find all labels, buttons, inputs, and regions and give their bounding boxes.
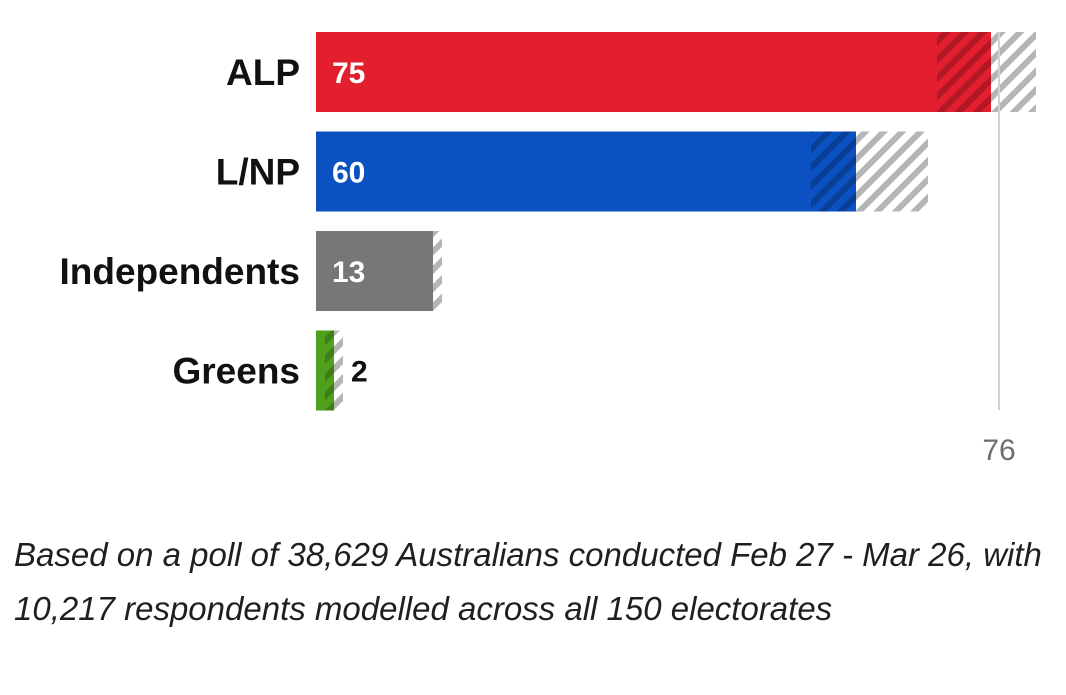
bar-row-l-np: L/NP 60 [216, 131, 928, 212]
range-upper-l-np [856, 131, 928, 212]
value-label-independents: 13 [332, 256, 365, 289]
category-label-greens: Greens [172, 351, 300, 392]
majority-label: 76 [982, 434, 1015, 467]
bar-l-np [316, 131, 856, 212]
category-label-alp: ALP [226, 52, 300, 93]
bar-row-independents: Independents 13 [59, 231, 442, 311]
range-upper-independents [433, 231, 442, 311]
value-label-greens: 2 [351, 356, 368, 389]
bar-independents [316, 231, 433, 311]
bar-alp [316, 32, 991, 112]
category-label-independents: Independents [59, 251, 300, 292]
chart-footnote: Based on a poll of 38,629 Australians co… [14, 536, 1042, 627]
value-label-l-np: 60 [332, 157, 365, 190]
range-lower-greens [325, 330, 334, 411]
bar-row-greens: Greens 2 [172, 330, 368, 411]
range-lower-alp [937, 32, 991, 112]
seat-projection-chart: ALP 75 L/NP 60 Independents 13 Greens 2 76 [59, 32, 1036, 467]
range-upper-greens [334, 330, 343, 411]
value-label-alp: 75 [332, 57, 365, 90]
range-upper-alp [991, 32, 1036, 112]
range-lower-l-np [811, 131, 856, 212]
category-label-l-np: L/NP [216, 152, 300, 193]
bar-row-alp: ALP 75 [226, 32, 1036, 112]
